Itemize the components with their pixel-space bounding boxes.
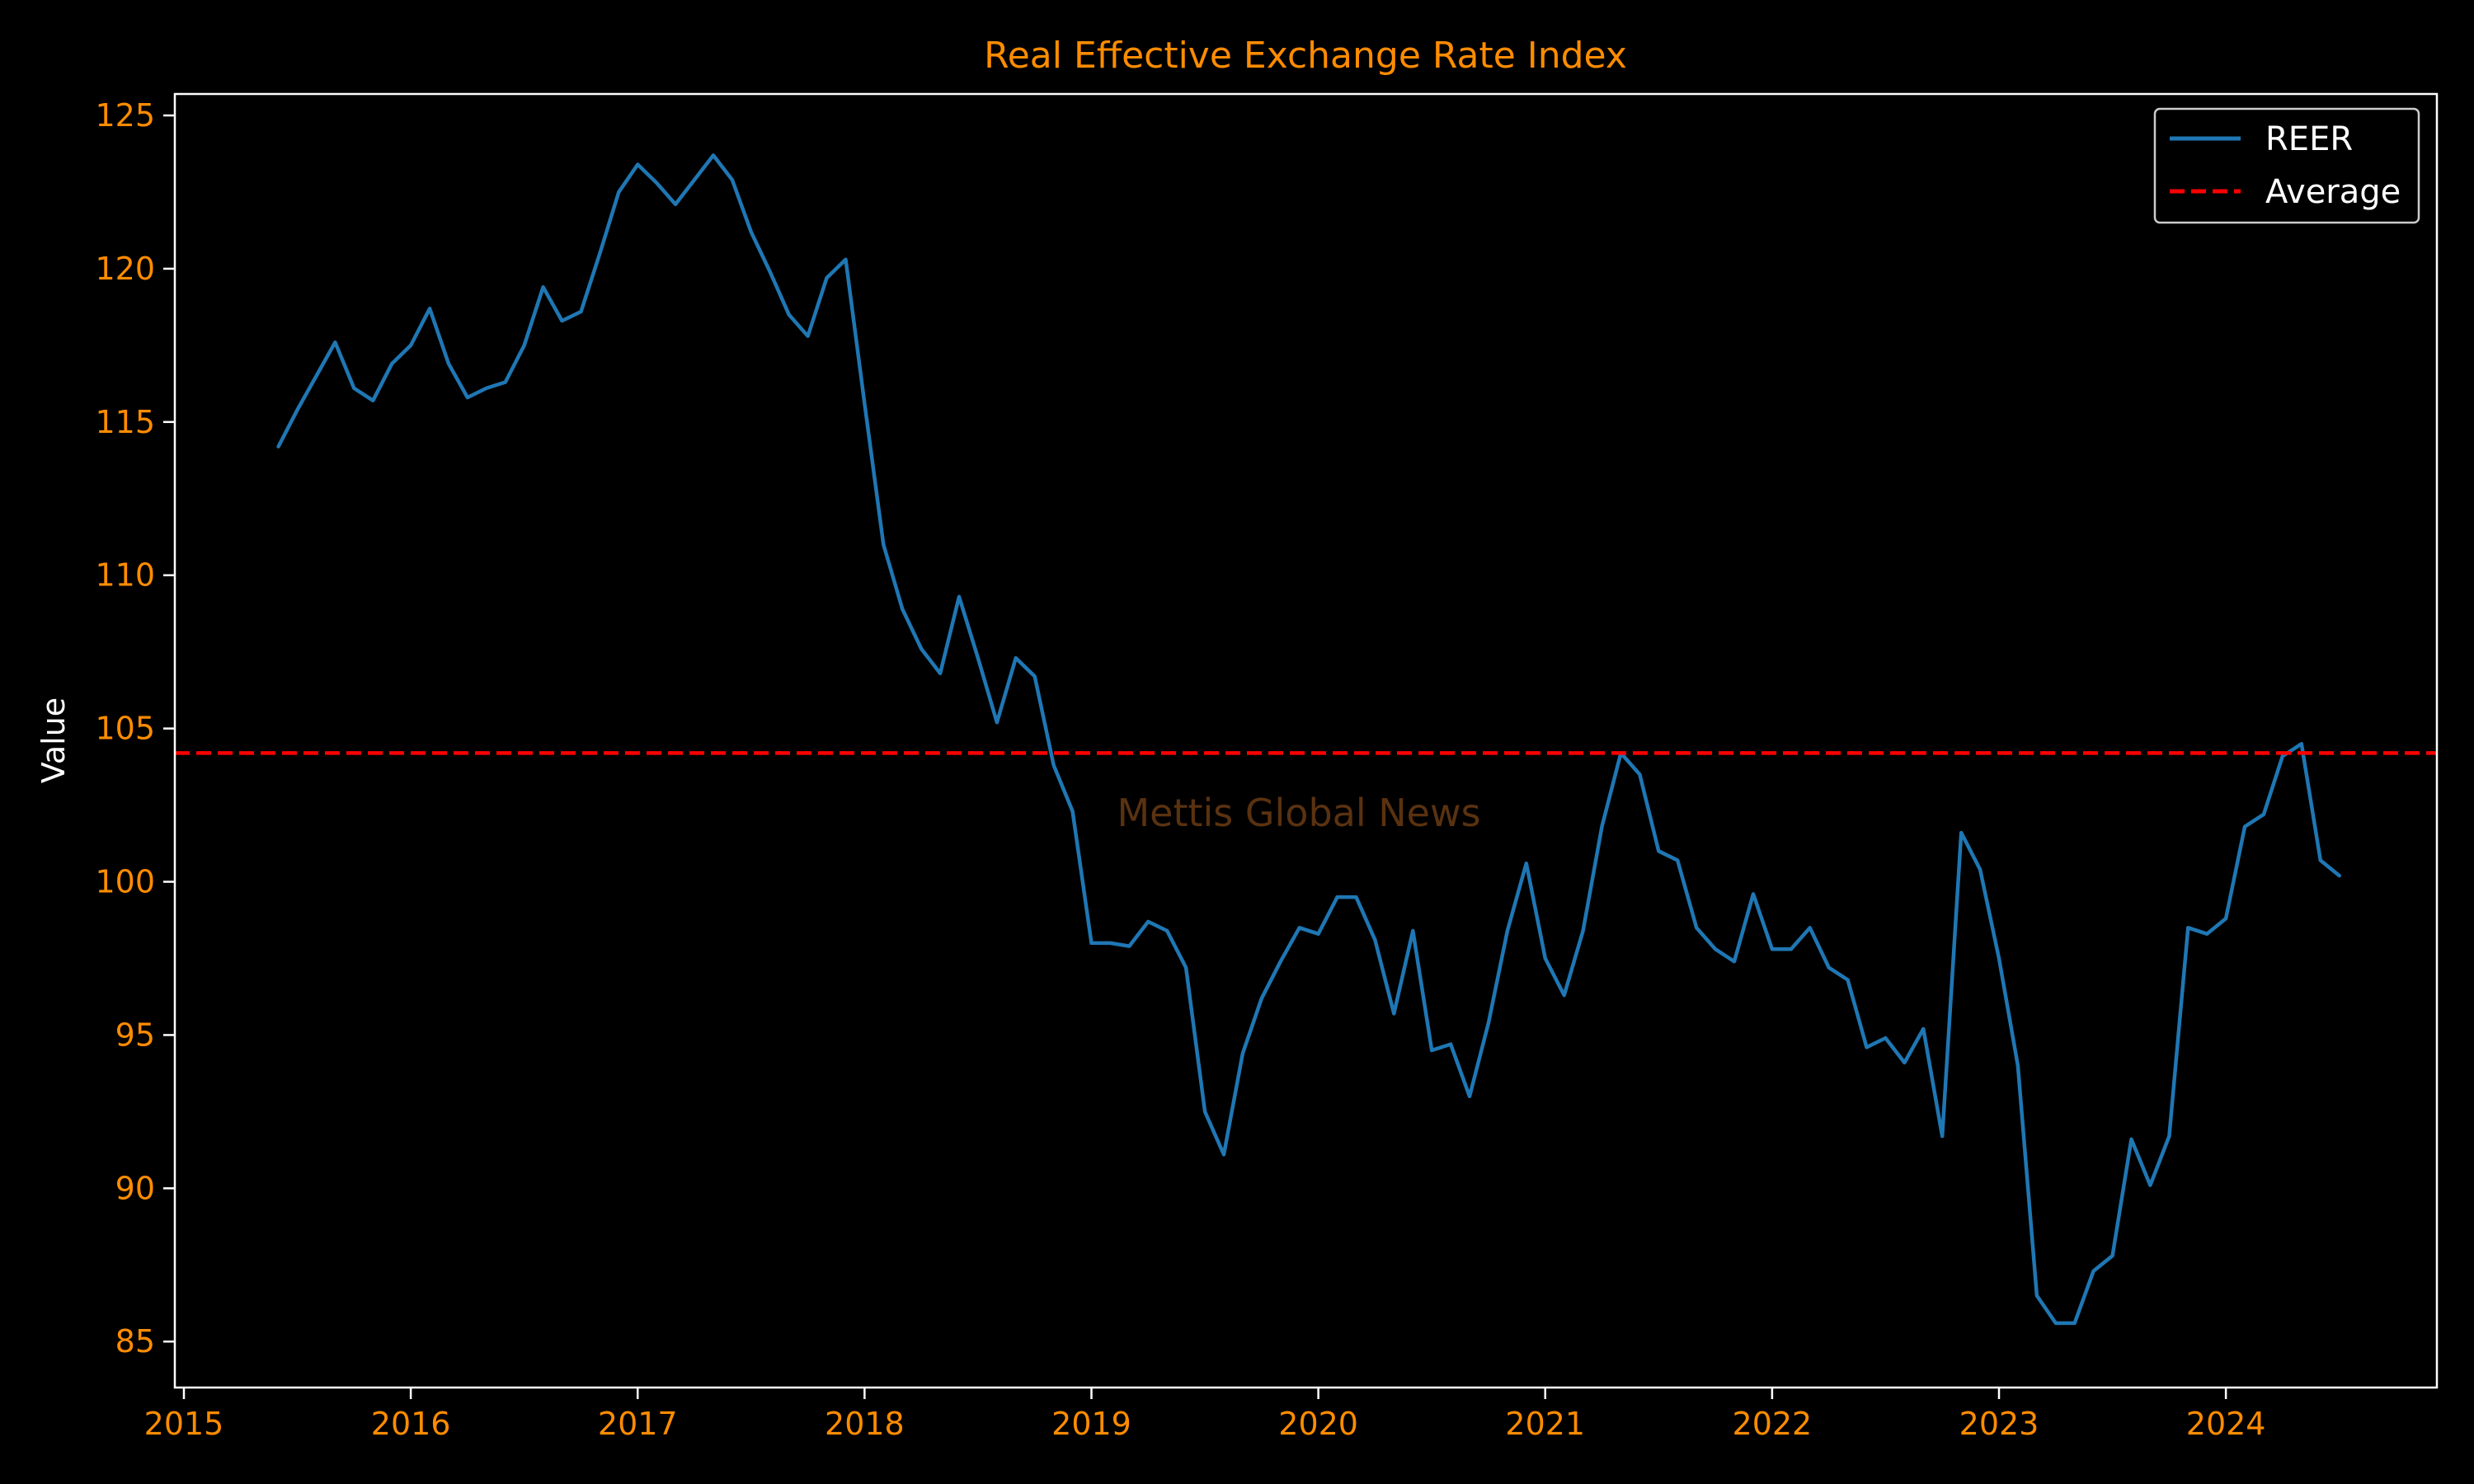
y-tick-label: 90	[115, 1170, 155, 1206]
chart-title: Real Effective Exchange Rate Index	[984, 35, 1627, 77]
x-tick-label: 2021	[1505, 1406, 1585, 1442]
x-tick-label: 2022	[1733, 1406, 1813, 1442]
y-tick-label: 95	[115, 1017, 155, 1053]
x-tick-label: 2016	[371, 1406, 451, 1442]
x-tick-label: 2023	[1959, 1406, 2039, 1442]
y-tick-label: 105	[95, 711, 155, 747]
y-tick-label: 125	[95, 97, 155, 134]
reer-line	[276, 153, 2341, 1326]
y-axis-label: Value	[35, 697, 72, 783]
x-tick-label: 2018	[825, 1406, 905, 1442]
x-tick-label: 2020	[1278, 1406, 1358, 1442]
x-tick-label: 2024	[2186, 1406, 2266, 1442]
y-tick-label: 110	[95, 557, 155, 594]
x-tick-label: 2015	[144, 1406, 224, 1442]
plot-lines	[175, 153, 2437, 1326]
x-tick-label: 2017	[598, 1406, 678, 1442]
legend: REER Average	[2153, 107, 2420, 224]
plot-frame	[173, 92, 2439, 1389]
axis-ticks: 2015 2016 2017 2018 2019 2020 2021 2022 2023 2024…	[95, 97, 2265, 1442]
y-tick-label: 115	[95, 404, 155, 440]
watermark: Mettis Global News	[1117, 791, 1480, 835]
legend-label-average: Average	[2265, 173, 2401, 211]
y-tick-label: 100	[95, 864, 155, 900]
legend-label-reer: REER	[2265, 120, 2353, 158]
x-tick-label: 2019	[1051, 1406, 1131, 1442]
y-tick-label: 85	[115, 1323, 155, 1360]
y-tick-label: 120	[95, 251, 155, 287]
